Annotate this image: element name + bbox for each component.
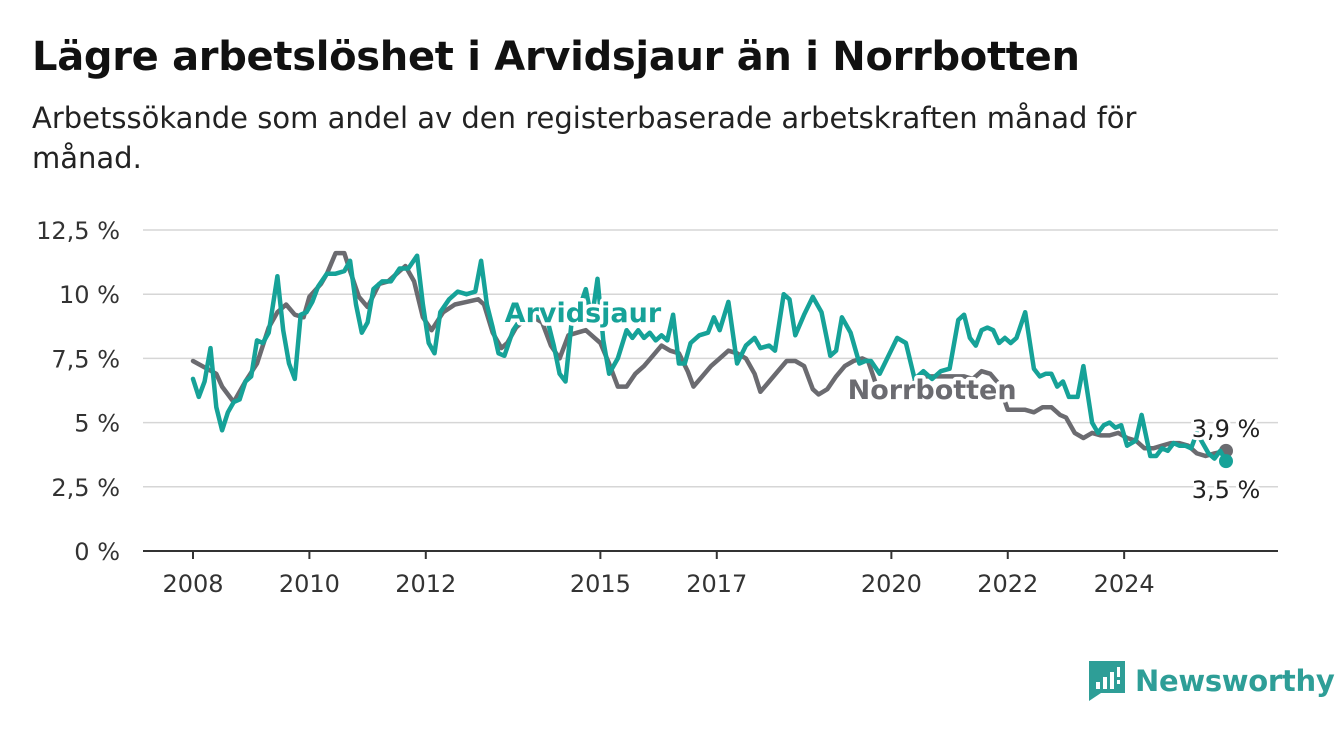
x-tick-label: 2022	[977, 570, 1038, 598]
end-point-arvidsjaur	[1219, 454, 1233, 469]
x-tick-label: 2017	[686, 570, 747, 598]
x-tick-label: 2010	[279, 570, 340, 598]
y-tick-label: 12,5 %	[36, 217, 120, 245]
x-axis: 2008 2010 2012 2015 2017 2020 2022 2024	[143, 550, 1278, 598]
x-tick-label: 2024	[1094, 570, 1155, 598]
x-tick-label: 2020	[861, 570, 922, 598]
series-label-norrbotten: Norrbotten	[848, 375, 1017, 406]
series-line-norrbotten	[190, 250, 1229, 459]
chart-subtitle: Arbetssökande som andel av den registerb…	[32, 101, 1137, 175]
series-lines	[190, 250, 1233, 469]
y-tick-label: 0 %	[74, 538, 120, 566]
series-label-arvidsjaur: Arvidsjaur	[505, 298, 662, 329]
y-tick-label: 2,5 %	[51, 474, 120, 502]
y-tick-label: 5 %	[74, 410, 120, 438]
chart-title: Lägre arbetslöshet i Arvidsjaur än i Nor…	[32, 34, 1080, 80]
grid-lines	[143, 229, 1278, 488]
x-tick-label: 2012	[395, 570, 456, 598]
end-value-label-norrbotten: 3,9 %	[1192, 415, 1261, 443]
x-tick-label: 2008	[162, 570, 223, 598]
brand-name: Newsworthy	[1135, 664, 1335, 698]
y-axis: 0 % 2,5 % 5 % 7,5 % 10 % 12,5 %	[36, 217, 120, 566]
end-value-label-arvidsjaur: 3,5 %	[1192, 476, 1261, 504]
newsworthy-logo-icon	[1089, 661, 1125, 701]
x-tick-label: 2015	[570, 570, 631, 598]
brand-logo: Newsworthy	[1088, 660, 1335, 702]
y-tick-label: 10 %	[59, 281, 120, 309]
series-line-arvidsjaur	[190, 253, 1229, 464]
series-labels: Arvidsjaur Norrbotten 3,9 % 3,5 %	[501, 295, 1263, 507]
y-tick-label: 7,5 %	[51, 345, 120, 373]
